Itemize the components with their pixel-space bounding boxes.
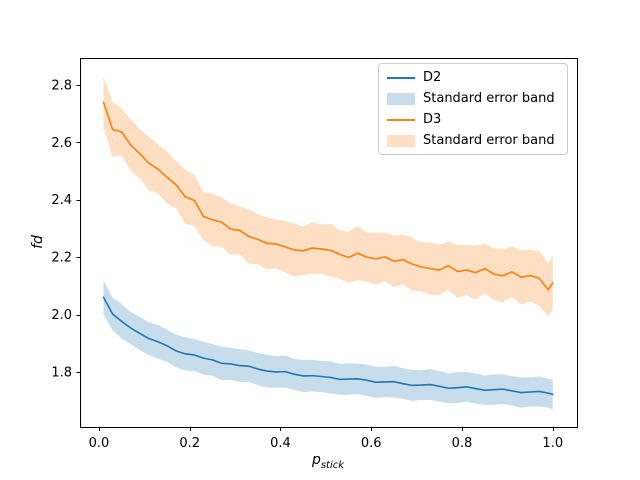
d3-line <box>102 101 554 291</box>
y-tick-label: 2.4 <box>51 193 72 208</box>
legend-label: Standard error band <box>423 91 555 106</box>
legend-entry: D2 <box>379 68 567 88</box>
y-tick-label: 2.2 <box>51 251 72 266</box>
legend-line-sample <box>387 118 415 121</box>
legend-line-sample <box>387 76 415 79</box>
legend-entry: Standard error band <box>379 89 567 109</box>
x-axis-label-base: p <box>311 452 321 468</box>
legend-patch-swatch <box>387 134 415 147</box>
legend-label: Standard error band <box>423 133 555 148</box>
legend-patch-swatch <box>387 92 415 105</box>
x-tick-label: 0.2 <box>179 436 200 451</box>
d2-error-band <box>103 280 553 410</box>
y-tick-label: 2.0 <box>51 308 72 323</box>
legend-line-swatch <box>387 76 415 79</box>
legend-patch-sample <box>387 134 415 147</box>
y-tick-label: 2.6 <box>51 136 72 151</box>
y-tick-label: 2.8 <box>51 78 72 93</box>
x-tick-label: 0.4 <box>270 436 291 451</box>
x-tick-label: 0.0 <box>89 436 110 451</box>
x-tick-label: 1.0 <box>542 436 563 451</box>
legend-entry: D3 <box>379 110 567 130</box>
legend-label: D2 <box>423 70 442 85</box>
x-axis-label: pstick <box>312 452 344 471</box>
x-tick-label: 0.8 <box>452 436 473 451</box>
axes-frame <box>80 58 578 428</box>
d3-error-band <box>103 76 553 317</box>
y-axis-ticks: 1.8 2.0 2.2 2.4 2.6 2.8 <box>51 78 81 380</box>
legend-entry: Standard error band <box>379 131 567 151</box>
x-axis-ticks: 0.0 0.2 0.4 0.6 0.8 1.0 <box>89 427 563 451</box>
y-axis-label: fd <box>30 235 46 249</box>
d2-line <box>102 296 554 396</box>
x-axis-label-subscript: stick <box>320 459 345 471</box>
legend-label: D3 <box>423 112 442 127</box>
legend-line-swatch <box>387 118 415 121</box>
legend-patch-sample <box>387 92 415 105</box>
legend: D2 Standard error band D3 Standard error ba… <box>378 63 568 155</box>
x-tick-label: 0.6 <box>361 436 382 451</box>
y-tick-label: 1.8 <box>51 365 72 380</box>
